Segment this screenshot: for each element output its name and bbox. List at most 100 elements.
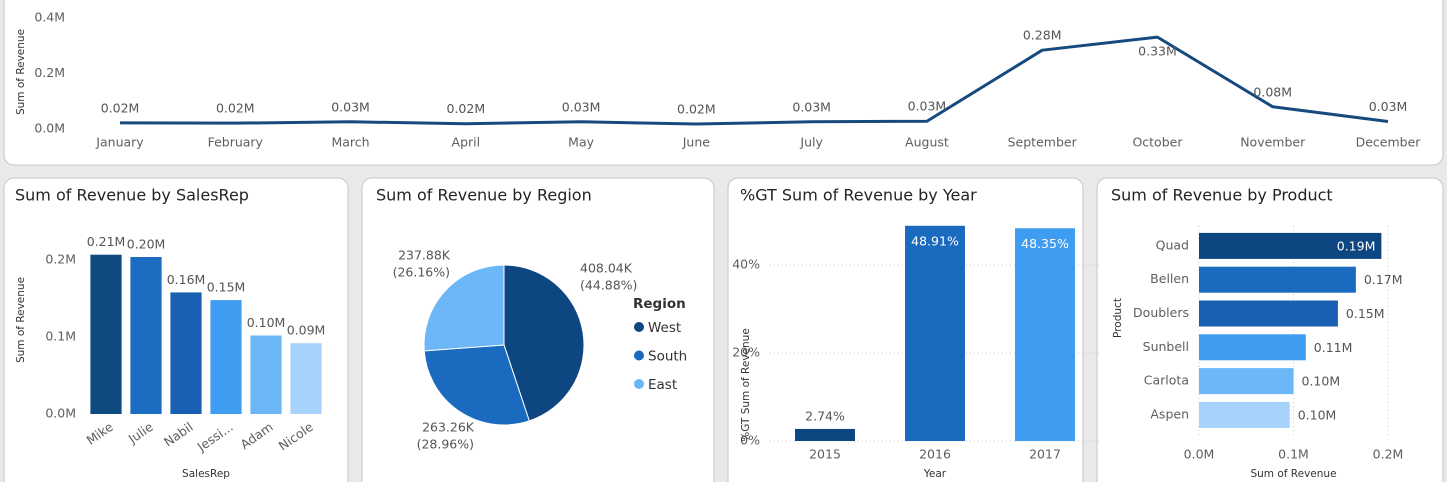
data-label: 48.35% xyxy=(1021,236,1069,251)
x-tick-label: 2016 xyxy=(919,447,951,462)
bar xyxy=(1199,334,1306,361)
chart-title: %GT Sum of Revenue by Year xyxy=(740,186,977,205)
data-label: 0.15M xyxy=(207,280,246,295)
line xyxy=(119,35,1389,126)
bar xyxy=(1015,228,1075,441)
legend-marker xyxy=(634,350,644,361)
data-label: 0.02M xyxy=(101,100,140,115)
y-tick-label: Bellen xyxy=(1150,271,1189,286)
data-label: 0.17M xyxy=(1364,272,1403,287)
data-label: 263.26K xyxy=(422,420,475,435)
bar xyxy=(290,343,322,414)
bar xyxy=(250,335,282,414)
x-tick-label: July xyxy=(799,135,823,150)
data-label: 0.33M xyxy=(1138,44,1177,59)
x-tick-label: 2017 xyxy=(1029,447,1061,462)
x-tick-label: August xyxy=(905,135,949,150)
y-tick-label: 40% xyxy=(732,257,760,272)
y-tick-label: Aspen xyxy=(1150,406,1189,421)
legend-title: Region xyxy=(633,296,686,312)
y-tick-label: 0.2M xyxy=(34,65,65,80)
y-tick-label: Sunbell xyxy=(1143,339,1189,354)
x-axis-title: Sum of Revenue xyxy=(1250,468,1336,480)
x-tick-label: April xyxy=(452,135,481,150)
chart-title: Sum of Revenue by Product xyxy=(1111,186,1333,205)
y-tick-label: 0.2M xyxy=(45,252,76,267)
panel xyxy=(1096,177,1444,482)
x-tick-label: November xyxy=(1240,135,1306,150)
x-tick-label: December xyxy=(1356,135,1422,150)
y-axis-title: Sum of Revenue xyxy=(15,277,27,363)
pie-slice xyxy=(503,264,585,422)
data-label: 0.09M xyxy=(287,323,326,338)
y-tick-label: Carlota xyxy=(1144,373,1189,388)
x-tick-label: 0.0M xyxy=(1184,447,1215,462)
y-axis-title: Sum of Revenue xyxy=(15,29,27,115)
legend-label: South xyxy=(648,349,687,365)
x-tick-label: October xyxy=(1132,135,1183,150)
data-label: 0.02M xyxy=(677,102,716,117)
data-label: 0.19M xyxy=(1337,238,1376,253)
data-label: (44.88%) xyxy=(580,278,637,293)
data-label: 237.88K xyxy=(398,248,451,263)
x-tick-label: 2015 xyxy=(809,447,841,462)
data-label: 0.21M xyxy=(87,234,126,249)
bar xyxy=(1199,266,1356,293)
bar xyxy=(170,292,202,414)
x-tick-label: March xyxy=(331,135,369,150)
data-label: 0.28M xyxy=(1023,28,1062,43)
chart-title: Sum of Revenue by Region xyxy=(376,186,592,205)
bar xyxy=(795,428,855,441)
y-tick-label: 0.0M xyxy=(45,406,76,421)
x-tick-label: May xyxy=(568,135,594,150)
data-label: 0.20M xyxy=(127,237,166,252)
y-tick-label: Quad xyxy=(1156,237,1189,252)
x-axis-title: Year xyxy=(923,468,947,480)
pie-slice xyxy=(423,344,530,426)
x-tick-label: 0.2M xyxy=(1373,447,1404,462)
data-label: 408.04K xyxy=(580,261,633,276)
data-label: 0.08M xyxy=(1253,84,1292,99)
data-label: 0.03M xyxy=(562,99,601,114)
panel xyxy=(3,0,1444,166)
x-tick-label: February xyxy=(208,135,264,150)
bar xyxy=(1199,232,1382,259)
chart-title: Sum of Revenue by SalesRep xyxy=(15,186,249,205)
legend-label: West xyxy=(648,320,681,336)
data-label: 0.10M xyxy=(1298,407,1337,422)
data-label: 0.02M xyxy=(447,101,486,116)
data-label: (26.16%) xyxy=(393,265,450,280)
bar xyxy=(130,257,162,414)
data-label: 0.03M xyxy=(792,99,831,114)
y-tick-label: 20% xyxy=(732,345,760,360)
bar xyxy=(1199,300,1338,327)
legend-marker xyxy=(634,322,644,332)
legend-label: East xyxy=(648,377,677,393)
data-label: 48.91% xyxy=(911,233,959,248)
data-label: 0.03M xyxy=(908,99,947,114)
x-tick-label: January xyxy=(95,135,144,150)
data-label: 0.10M xyxy=(1302,374,1341,389)
data-label: 0.03M xyxy=(1369,99,1408,114)
data-label: 0.03M xyxy=(331,99,370,114)
data-label: 0.02M xyxy=(216,101,255,116)
y-tick-label: 0% xyxy=(740,433,760,448)
y-tick-label: Doublers xyxy=(1133,305,1189,320)
data-label: 2.74% xyxy=(805,408,845,423)
x-tick-label: September xyxy=(1008,135,1078,150)
legend-marker xyxy=(634,379,644,389)
y-tick-label: 0.4M xyxy=(34,10,65,25)
y-axis-title: %GT Sum of Revenue xyxy=(740,328,752,442)
data-label: 0.11M xyxy=(1314,340,1353,355)
data-label: 0.10M xyxy=(247,315,286,330)
pie-slice xyxy=(423,264,505,352)
data-label: (28.96%) xyxy=(417,437,474,452)
x-tick-label: June xyxy=(682,135,711,150)
bar xyxy=(1199,368,1294,395)
y-tick-label: 0.0M xyxy=(34,121,65,136)
data-label: 0.15M xyxy=(1346,306,1385,321)
y-axis-title: Product xyxy=(1112,298,1124,338)
bar xyxy=(905,225,965,441)
bar xyxy=(90,254,122,414)
